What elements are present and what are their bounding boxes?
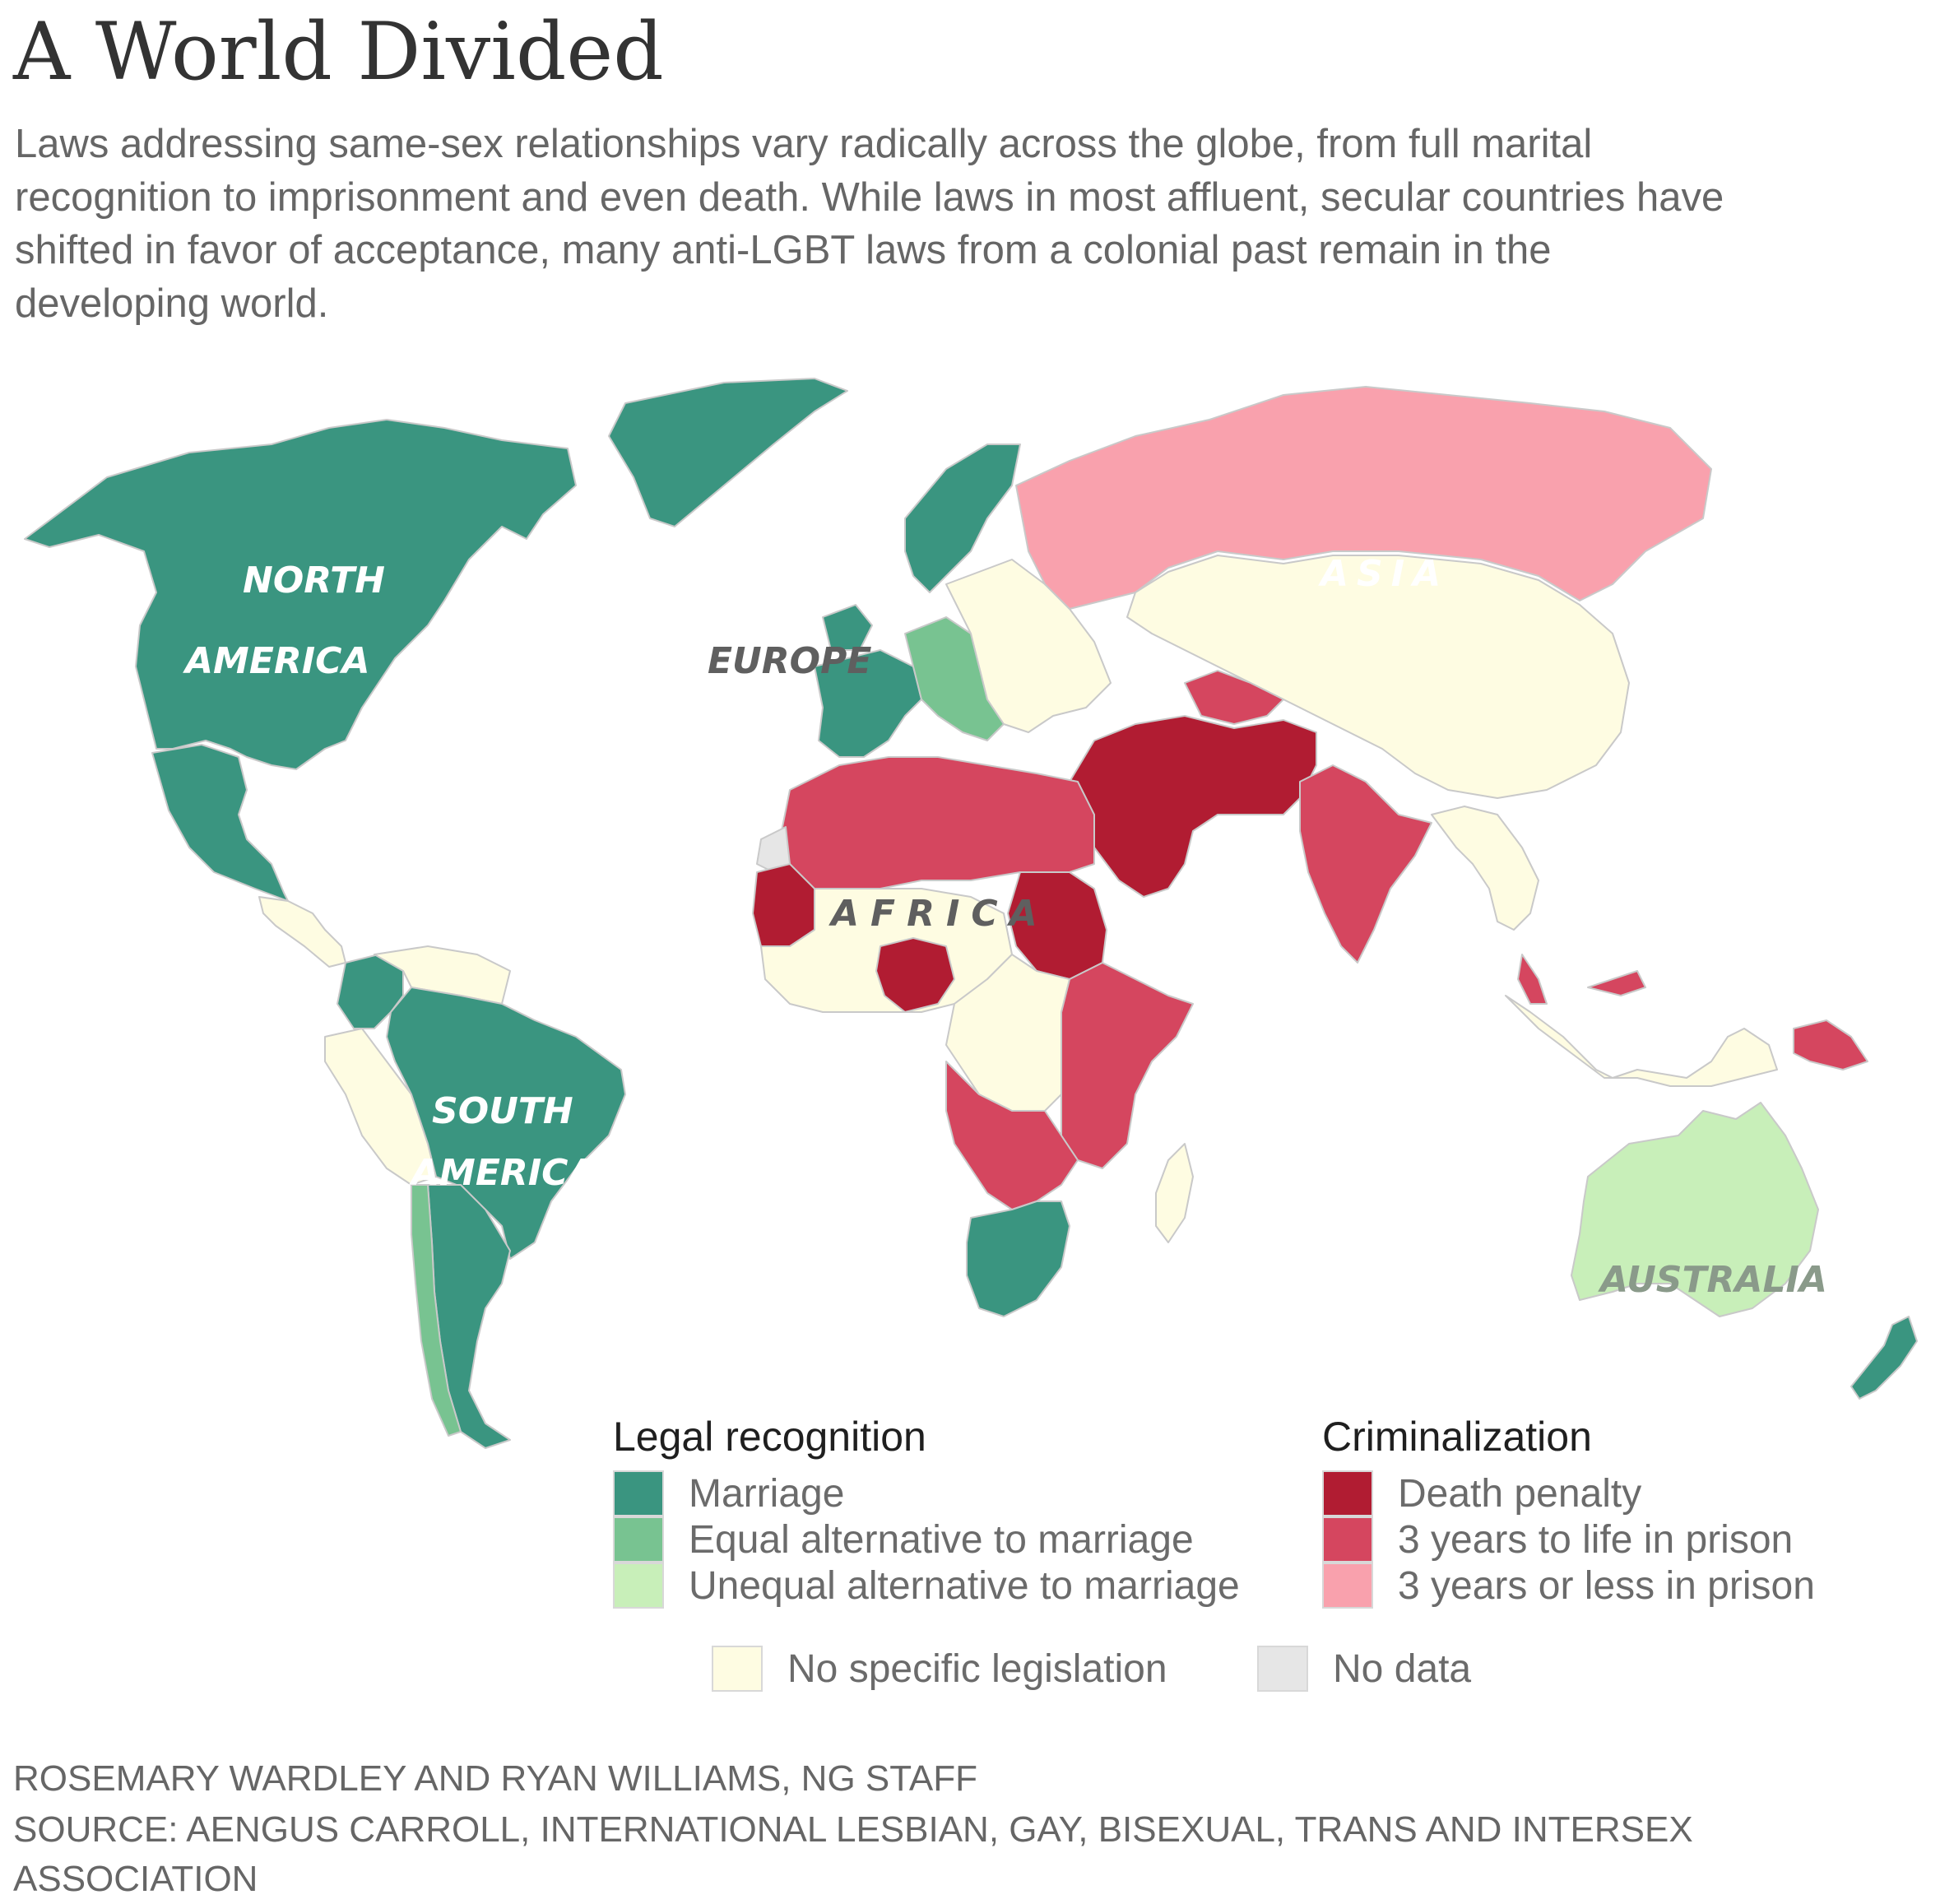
source-line-continued: ASSOCIATION [13, 1859, 258, 1899]
legend-swatch [613, 1470, 664, 1516]
map-region [1431, 806, 1778, 1087]
region-label-australia: AUSTRALIA [1598, 1259, 1827, 1301]
legend-label: 3 years or less in prison [1398, 1563, 1815, 1608]
map-region [258, 896, 346, 968]
map-region [1517, 954, 1646, 1005]
credit-line: ROSEMARY WARDLEY AND RYAN WILLIAMS, NG S… [13, 1758, 977, 1799]
legend-item: Death penalty [1322, 1470, 1641, 1516]
map-region [1155, 1143, 1194, 1243]
map-region [945, 954, 1070, 1112]
region-label-asia: ASIA [1318, 553, 1449, 595]
map-region [1571, 1102, 1819, 1317]
legend-label: Unequal alternative to marriage [689, 1563, 1240, 1608]
region-label-south-america-1: SOUTH [432, 1090, 573, 1132]
page-title: A World Divided [13, 6, 664, 98]
map-region [386, 987, 626, 1260]
legend-swatch [1322, 1563, 1373, 1609]
legend-label: Marriage [689, 1471, 845, 1516]
map-region [1184, 670, 1284, 725]
region-label-north-america-2: AMERICA [183, 640, 370, 682]
source-line: SOURCE: AENGUS CARROLL, INTERNATIONAL LE… [13, 1809, 1693, 1850]
legend-swatch [1257, 1646, 1308, 1692]
map-region [608, 378, 848, 527]
legend-label: 3 years to life in prison [1398, 1517, 1794, 1562]
legend-item: Unequal alternative to marriage [613, 1563, 1240, 1609]
map-region [1069, 715, 1317, 898]
legend-label: No data [1333, 1646, 1472, 1691]
map-region [1061, 962, 1194, 1169]
map-region [1850, 1316, 1918, 1400]
legend-swatch [1322, 1516, 1373, 1563]
region-label-north-america-1: NORTH [243, 560, 385, 601]
map-region [24, 419, 577, 770]
region-label-africa: AFRICA [828, 893, 1049, 935]
legend-item: Equal alternative to marriage [613, 1516, 1194, 1563]
map-region [151, 744, 289, 902]
legend-heading-legal: Legal recognition [613, 1414, 926, 1460]
map-region [411, 1184, 462, 1437]
map-region [814, 443, 1021, 758]
legend-swatch [1322, 1470, 1373, 1516]
map-region [945, 1061, 1079, 1210]
map-region [1126, 555, 1630, 799]
map-region [1793, 1019, 1868, 1070]
legend-swatch [613, 1516, 664, 1563]
legend-item: 3 years or less in prison [1322, 1563, 1815, 1609]
legend-item: No specific legislation [712, 1646, 1167, 1692]
legend-item: Marriage [613, 1470, 844, 1516]
legend-heading-criminalization: Criminalization [1322, 1414, 1592, 1460]
legend-label: Equal alternative to marriage [689, 1517, 1194, 1562]
legend-label: Death penalty [1398, 1471, 1642, 1516]
legend-item: 3 years to life in prison [1322, 1516, 1793, 1563]
map-region [1015, 386, 1712, 610]
page-subtitle: Laws addressing same-sex relationships v… [15, 122, 1724, 326]
legend-item: No data [1257, 1646, 1471, 1692]
legend-swatch [712, 1646, 763, 1692]
region-label-europe: EUROPE [708, 640, 871, 682]
legend-swatch [613, 1563, 664, 1609]
map-region [1299, 764, 1432, 964]
map-region [904, 616, 1005, 741]
legend-label: No specific legislation [787, 1646, 1167, 1691]
region-label-south-america-2: AMERICA [409, 1152, 596, 1194]
world-map: NORTH AMERICA EUROPE ASIA AFRICA SOUTH A… [24, 378, 1918, 1449]
map-region [875, 937, 955, 1013]
map-region [966, 1200, 1070, 1317]
